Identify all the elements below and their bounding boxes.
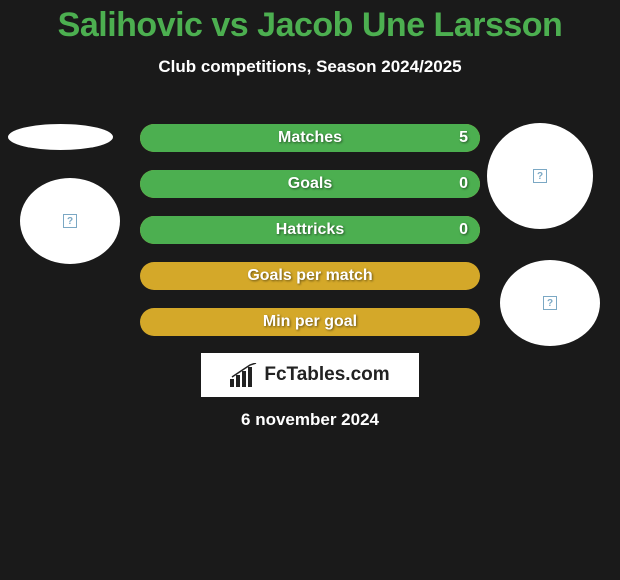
brand-watermark: FcTables.com (201, 353, 419, 397)
stat-row-min-per-goal: Min per goal (140, 308, 480, 336)
stat-value: 5 (459, 129, 468, 147)
stat-value: 0 (459, 175, 468, 193)
stats-panel: Matches 5 Goals 0 Hattricks 0 Goals per … (140, 124, 480, 354)
date-text: 6 november 2024 (0, 410, 620, 430)
stat-row-hattricks: Hattricks 0 (140, 216, 480, 244)
brand-text: FcTables.com (264, 364, 389, 386)
stat-label: Hattricks (276, 221, 344, 239)
player-avatar-right-bottom: ? (500, 260, 600, 346)
image-placeholder-icon: ? (63, 214, 77, 228)
stat-label: Goals (288, 175, 332, 193)
page-title: Salihovic vs Jacob Une Larsson (0, 0, 620, 45)
brand-chart-icon (230, 363, 258, 387)
stat-label: Matches (278, 129, 342, 147)
player-avatar-ellipse (8, 124, 113, 150)
image-placeholder-icon: ? (533, 169, 547, 183)
image-placeholder-icon: ? (543, 296, 557, 310)
player-avatar-left: ? (20, 178, 120, 264)
stat-row-goals: Goals 0 (140, 170, 480, 198)
stat-label: Goals per match (247, 267, 372, 285)
stat-label: Min per goal (263, 313, 357, 331)
stat-row-matches: Matches 5 (140, 124, 480, 152)
player-avatar-right-top: ? (487, 123, 593, 229)
subtitle: Club competitions, Season 2024/2025 (0, 57, 620, 77)
stat-row-goals-per-match: Goals per match (140, 262, 480, 290)
stat-value: 0 (459, 221, 468, 239)
